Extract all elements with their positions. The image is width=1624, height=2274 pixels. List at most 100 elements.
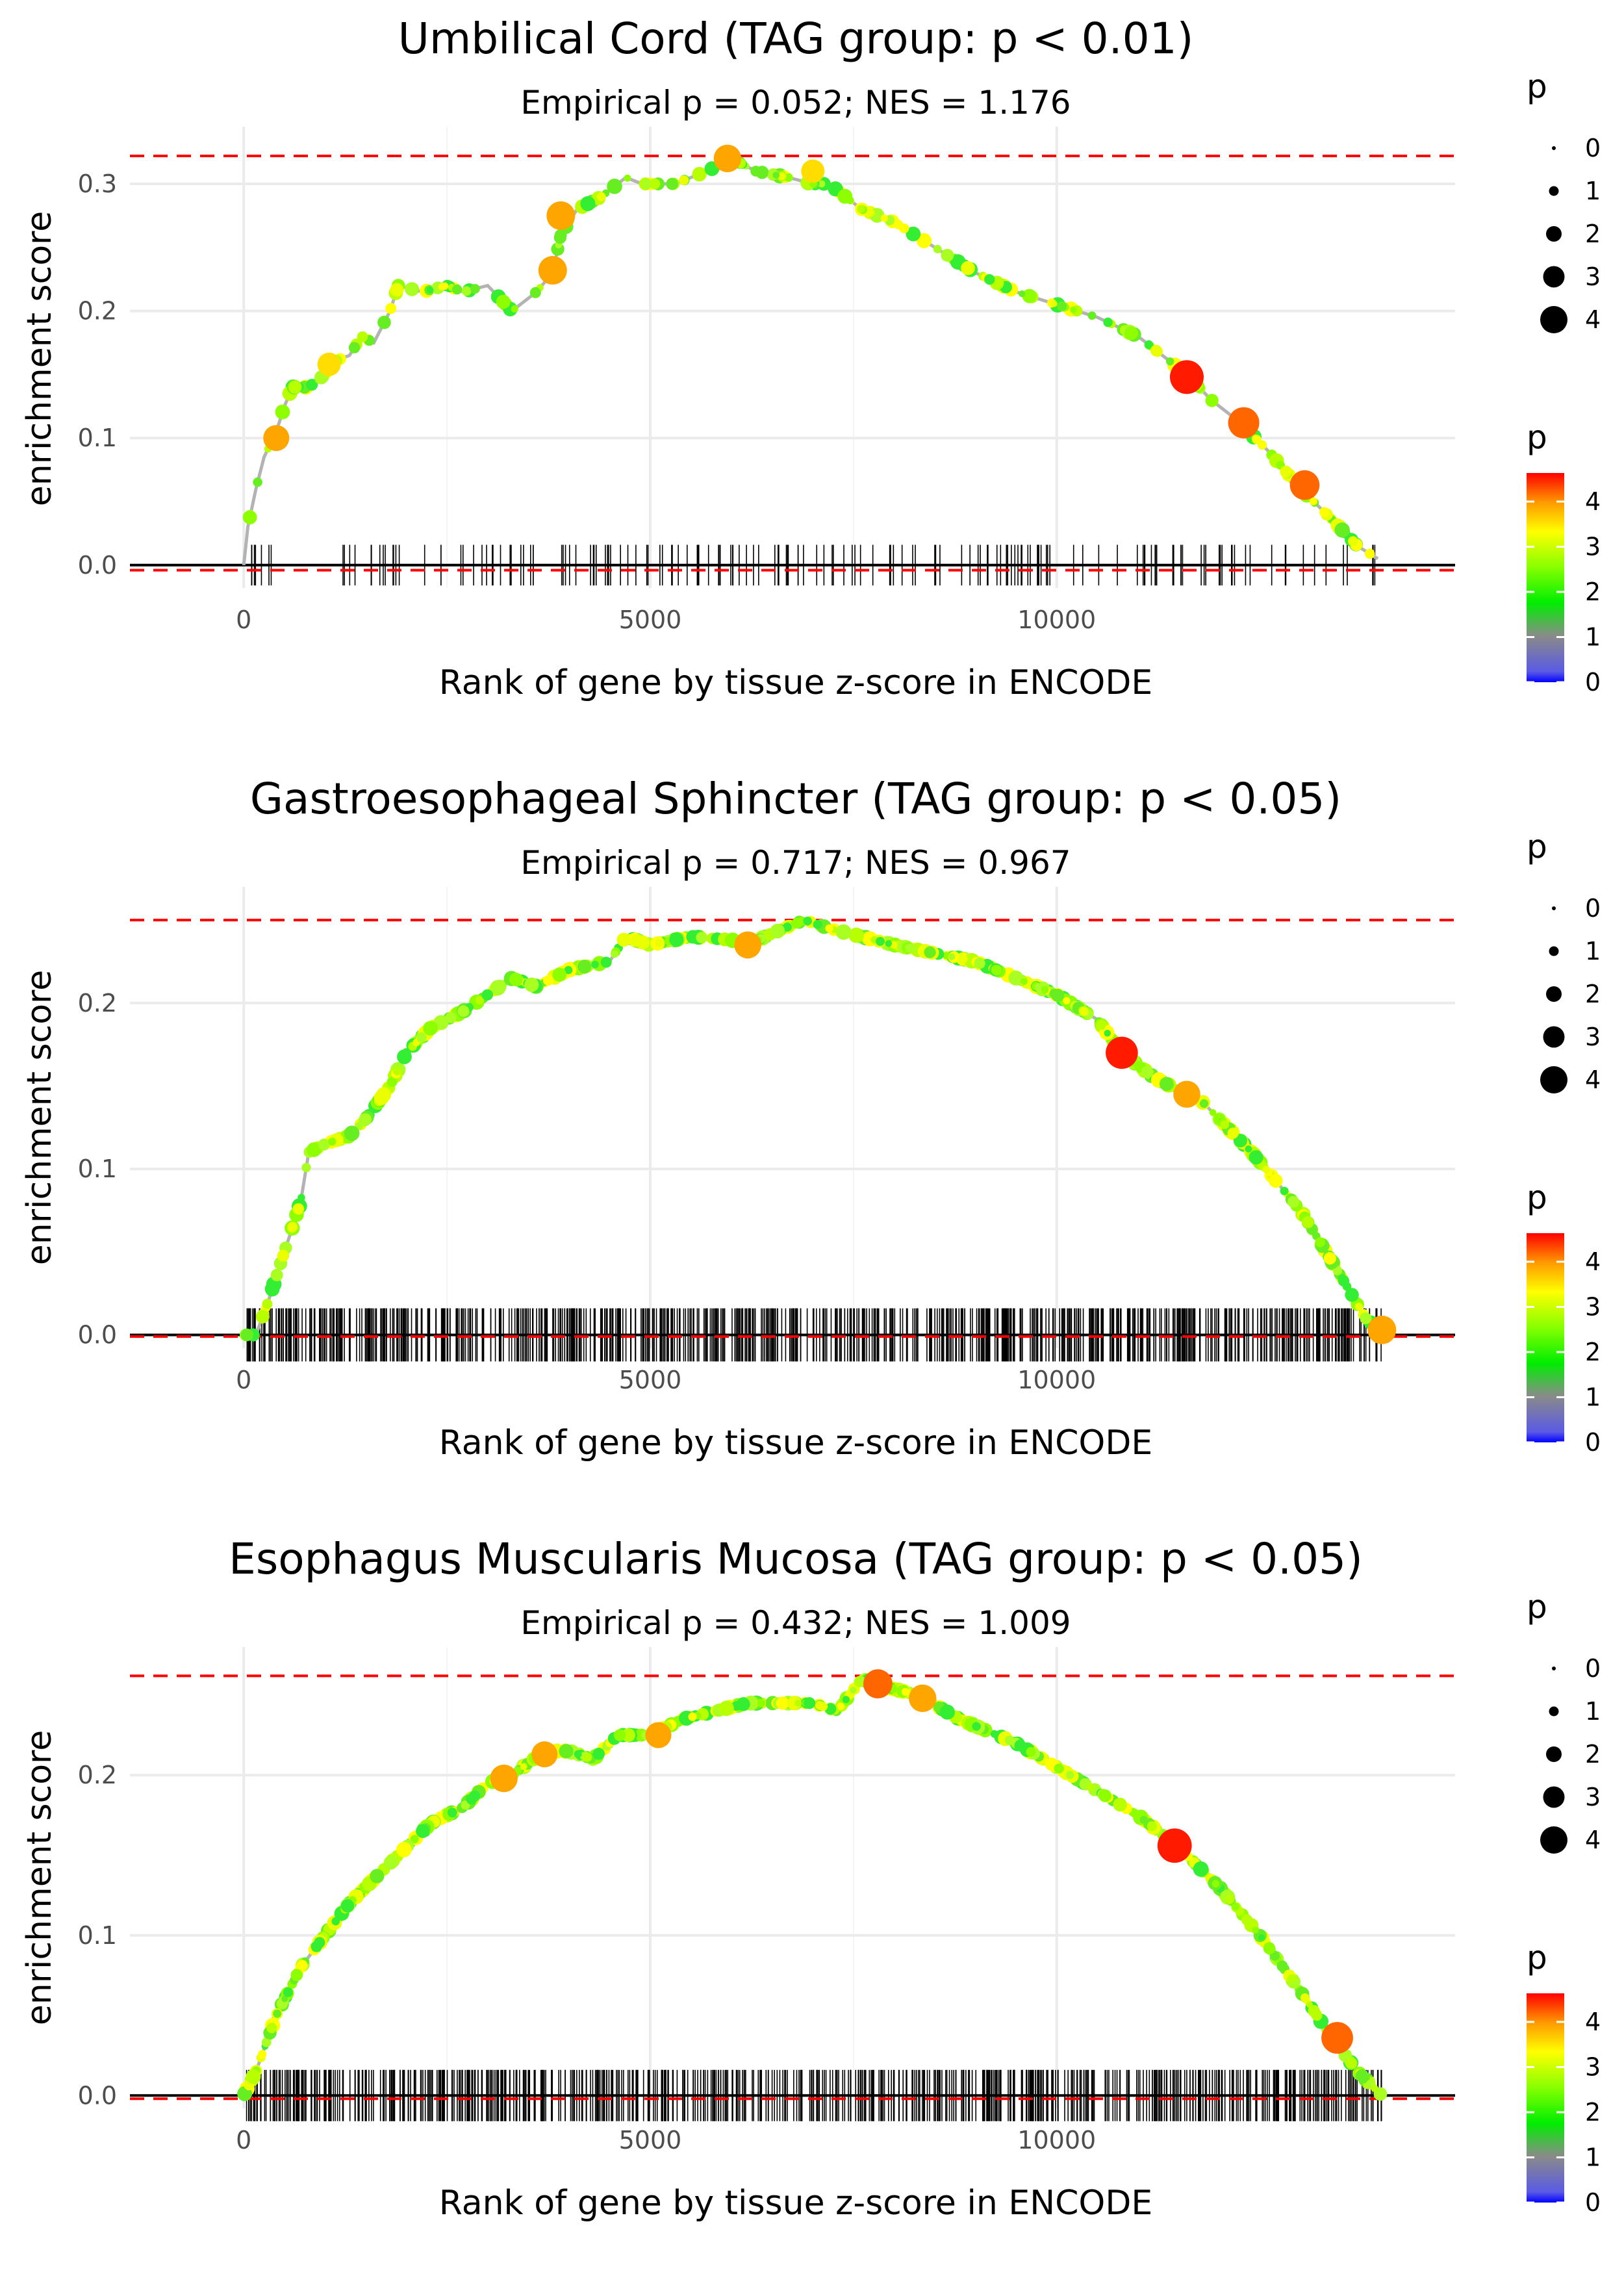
gene-point [290, 1969, 303, 1982]
size-legend-label: 4 [1585, 305, 1601, 334]
gene-point [283, 1987, 293, 1997]
highlight-point [531, 1741, 558, 1768]
gene-point [1124, 326, 1139, 340]
gene-point [490, 980, 506, 996]
gene-point [298, 1194, 305, 1202]
gene-point [649, 178, 661, 190]
color-legend-label: 3 [1585, 2053, 1601, 2082]
gene-point [610, 950, 618, 958]
gene-point [1139, 1815, 1148, 1824]
gene-point [1354, 1303, 1364, 1311]
gene-point [669, 932, 684, 947]
gene-point [1345, 1288, 1359, 1302]
highlight-point [1169, 360, 1204, 394]
size-legend-title: p [1527, 828, 1547, 865]
gene-point [1141, 1066, 1154, 1079]
gene-point [1258, 1934, 1265, 1941]
gene-point [1357, 2071, 1370, 2084]
gene-point [1280, 465, 1292, 478]
plot-area: 0 5000 10000 0.0 0.1 0.2 [78, 887, 1455, 1394]
size-legend-dot [1546, 226, 1562, 242]
color-scale-bar [1527, 473, 1564, 682]
gene-point [1276, 1960, 1288, 1972]
gene-point [1144, 340, 1154, 350]
size-legend-dot [1552, 906, 1556, 910]
gene-point [301, 1162, 311, 1173]
y-tick-label: 0.2 [78, 989, 117, 1017]
gene-point [255, 1310, 270, 1323]
size-legend-dot [1540, 306, 1567, 333]
gene-point [1012, 973, 1023, 984]
gene-point [624, 174, 631, 182]
gene-point [972, 1722, 981, 1731]
size-legend-label: 2 [1585, 1740, 1601, 1769]
highlight-point [734, 931, 761, 959]
gene-point [1220, 1120, 1230, 1129]
gene-point [273, 2010, 281, 2018]
size-legend-dot [1549, 946, 1559, 956]
gene-point [1098, 1789, 1112, 1802]
gene-point [943, 952, 950, 960]
highlight-point [1228, 407, 1260, 439]
gene-point [1014, 1739, 1026, 1752]
gene-point [1224, 1894, 1235, 1905]
size-legend-dot [1546, 1746, 1562, 1762]
y-axis-label: enrichment score [20, 1730, 59, 2026]
highlight-point [801, 159, 825, 183]
gene-point [426, 287, 434, 294]
gene-point [825, 924, 833, 933]
gene-point [1252, 435, 1262, 444]
gene-point [288, 380, 302, 394]
gene-point [934, 1703, 941, 1710]
size-legend-label: 4 [1585, 1826, 1601, 1854]
color-legend-label: 4 [1585, 1247, 1601, 1276]
size-legend-label: 0 [1585, 1654, 1601, 1683]
gene-point [803, 916, 812, 926]
gene-point [357, 331, 368, 342]
size-legend-title: p [1527, 1588, 1547, 1626]
gene-point [880, 214, 889, 222]
gene-point [1280, 1186, 1289, 1195]
gene-point [1209, 1109, 1217, 1116]
highlight-point [538, 256, 567, 285]
x-tick-label: 0 [236, 606, 251, 634]
gene-point [837, 1702, 844, 1711]
size-legend-dot [1549, 186, 1559, 196]
gene-point [1232, 1902, 1239, 1911]
gene-point [383, 1856, 398, 1870]
color-legend: p 4 3 2 1 0 [1527, 1179, 1601, 1457]
color-legend-title: p [1527, 418, 1547, 456]
gene-point [318, 1138, 330, 1151]
gene-point [416, 1824, 430, 1838]
color-legend-label: 2 [1585, 578, 1601, 606]
color-legend-label: 2 [1585, 1338, 1601, 1366]
color-legend-title: p [1527, 1179, 1547, 1216]
gene-point [1041, 986, 1049, 994]
color-legend-label: 1 [1585, 2143, 1601, 2172]
gene-point [630, 934, 644, 947]
gene-point [266, 2023, 277, 2034]
gene-point [1315, 1237, 1325, 1247]
size-legend-dot [1540, 1066, 1567, 1093]
gene-point [991, 965, 1002, 976]
gene-point [803, 1697, 816, 1709]
gene-point [242, 510, 257, 525]
gene-point [1199, 1099, 1209, 1108]
gene-point [262, 1299, 273, 1309]
gene-point [848, 927, 865, 943]
x-tick-label: 10000 [1017, 1366, 1096, 1394]
gene-point [511, 305, 518, 313]
gene-point [457, 1005, 470, 1017]
color-legend: p 4 3 2 1 0 [1527, 418, 1601, 696]
size-legend-label: 4 [1585, 1066, 1601, 1094]
highlight-point [1106, 1036, 1138, 1069]
x-tick-label: 5000 [619, 1366, 682, 1394]
gene-point [791, 917, 803, 929]
gene-point [842, 1696, 850, 1704]
gene-point [1205, 394, 1219, 407]
gene-point [846, 196, 854, 205]
y-tick-label: 0.2 [78, 297, 117, 326]
size-legend-label: 0 [1585, 894, 1601, 923]
gene-point [1054, 1763, 1064, 1774]
size-legend-label: 1 [1585, 1697, 1601, 1726]
